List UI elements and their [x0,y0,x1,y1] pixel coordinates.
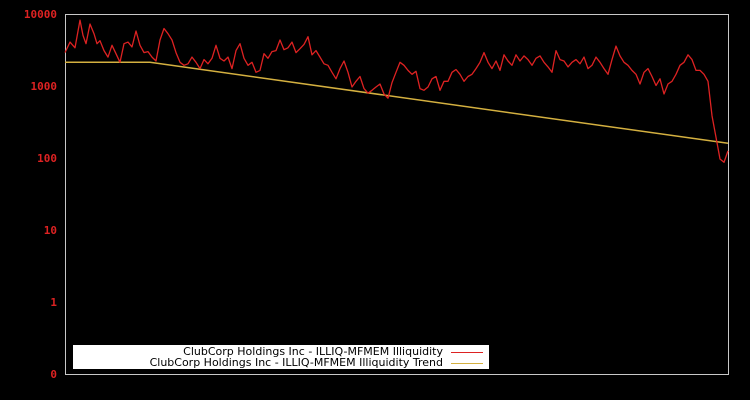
y-tick-label: 100 [37,152,57,165]
legend-label-series: ClubCorp Holdings Inc - ILLIQ-MFMEM Illi… [183,345,443,358]
trend-line [65,61,729,145]
y-tick-label: 10000 [23,8,57,21]
y-tick-label: 1 [50,296,57,309]
plot-frame [65,14,729,375]
legend: ClubCorp Holdings Inc - ILLIQ-MFMEM Illi… [73,345,489,369]
legend-swatch-series [451,352,483,353]
legend-swatch-trend [451,363,483,364]
y-tick-label: 10 [43,224,57,237]
illiquidity-line [64,19,729,163]
y-tick-label: 1000 [30,80,58,93]
y-tick-label: 0 [50,368,57,381]
legend-label-trend: ClubCorp Holdings Inc - ILLIQ-MFMEM Illi… [149,356,443,369]
